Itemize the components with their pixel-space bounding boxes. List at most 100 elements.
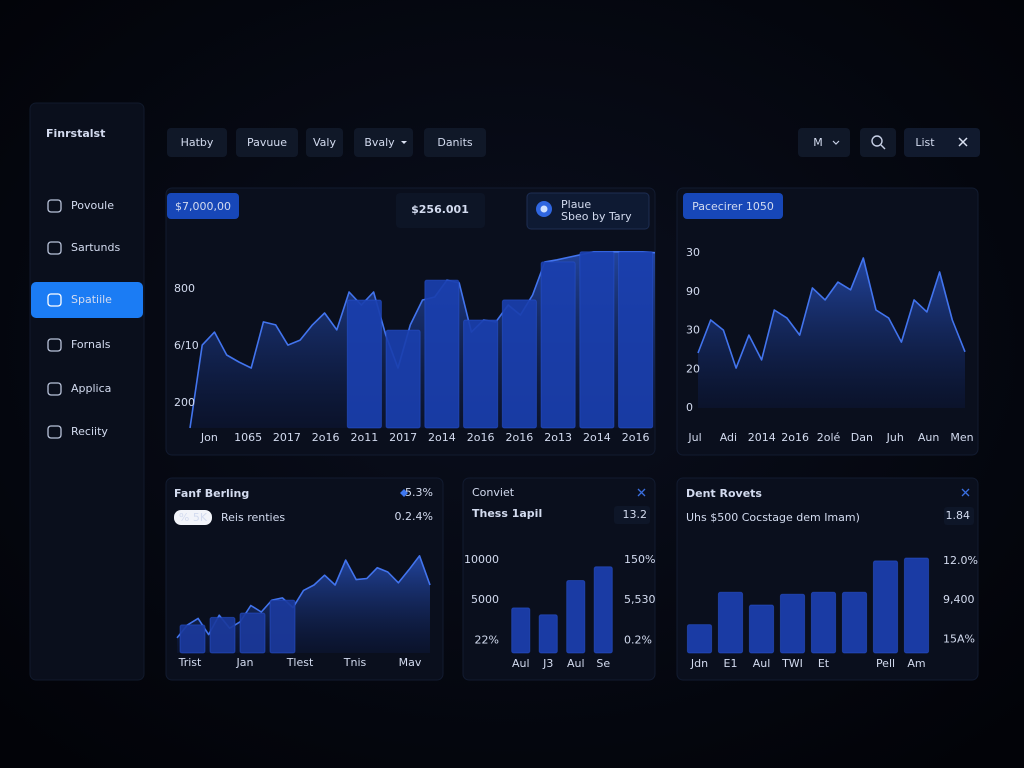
area bbox=[698, 258, 965, 408]
bar bbox=[903, 557, 930, 654]
bar bbox=[810, 591, 837, 654]
tab-label[interactable]: Hatby bbox=[181, 136, 214, 149]
x-tick-label: Am bbox=[907, 657, 925, 670]
bar bbox=[239, 612, 266, 654]
x-tick-label: Aul bbox=[753, 657, 771, 670]
bar bbox=[501, 299, 537, 429]
badge-label: Pacecirer 1050 bbox=[692, 200, 774, 213]
nav-item[interactable]: Fornals bbox=[71, 338, 111, 351]
x-tick-label: J3 bbox=[542, 657, 553, 670]
close-icon[interactable] bbox=[637, 488, 646, 497]
y-tick-label: 9,400 bbox=[943, 593, 975, 606]
stat-box bbox=[614, 506, 650, 524]
tab[interactable] bbox=[167, 128, 227, 157]
bar bbox=[209, 616, 236, 654]
nav-icon bbox=[47, 382, 62, 396]
y-tick-label: 200 bbox=[174, 396, 195, 409]
stat-icon bbox=[400, 489, 408, 497]
bar bbox=[346, 299, 382, 429]
nav-item[interactable]: Reciity bbox=[71, 425, 108, 438]
x-tick-label: Adi bbox=[720, 431, 737, 444]
panel-label: Conviet bbox=[472, 486, 515, 499]
panel-stat: 5.3% bbox=[405, 486, 433, 499]
x-tick-label: Se bbox=[596, 657, 610, 670]
x-tick-label: 2olé bbox=[817, 431, 841, 444]
legend-title: Plaue bbox=[561, 198, 591, 211]
tab-label[interactable]: Bvaly bbox=[364, 136, 395, 149]
y-tick-label: 6/10 bbox=[174, 339, 199, 352]
line bbox=[697, 257, 966, 369]
x-tick-label: Jan bbox=[236, 656, 254, 669]
x-tick-label: Men bbox=[950, 431, 973, 444]
nav-item[interactable]: Povoule bbox=[71, 199, 114, 212]
y-tick-label: 5,530 bbox=[624, 593, 656, 606]
panel-title: Thess 1apil bbox=[472, 507, 542, 520]
view-button[interactable] bbox=[904, 128, 980, 157]
x-tick-label: 2o11 bbox=[351, 431, 379, 444]
x-tick-label: Mav bbox=[399, 656, 422, 669]
nav-active bbox=[31, 282, 143, 318]
line bbox=[189, 251, 656, 429]
bar bbox=[385, 329, 421, 429]
view-label[interactable]: List bbox=[915, 136, 935, 149]
x-tick-label: Aun bbox=[918, 431, 939, 444]
bar bbox=[748, 604, 775, 654]
pill[interactable] bbox=[174, 510, 212, 525]
badge-label: $7,000,00 bbox=[175, 200, 231, 213]
y-tick-label: 30 bbox=[686, 246, 700, 259]
stat-box bbox=[944, 507, 974, 525]
x-tick-label: 2017 bbox=[273, 431, 301, 444]
x-tick-label: Et bbox=[818, 657, 830, 670]
search-button[interactable] bbox=[860, 128, 896, 157]
x-tick-label: Jon bbox=[200, 431, 218, 444]
panel-title: Dent Rovets bbox=[686, 487, 762, 500]
x-tick-label: 2017 bbox=[389, 431, 417, 444]
bar bbox=[540, 261, 576, 429]
user-button[interactable] bbox=[798, 128, 850, 157]
y-tick-label: 15A% bbox=[943, 632, 975, 645]
bar bbox=[779, 593, 806, 654]
panel-stat: 13.2 bbox=[623, 508, 648, 521]
x-tick-label: 2o13 bbox=[544, 431, 572, 444]
y-tick-label: 5000 bbox=[471, 593, 499, 606]
tab-label[interactable]: Pavuue bbox=[247, 136, 287, 149]
y-tick-label: 0.2% bbox=[624, 633, 652, 646]
nav-item[interactable]: Sartunds bbox=[71, 241, 120, 254]
user-label[interactable]: M bbox=[813, 136, 823, 149]
x-tick-label: 2o16 bbox=[622, 431, 650, 444]
panel-subtitle: Reis renties bbox=[221, 511, 285, 524]
bar bbox=[566, 579, 586, 654]
y-tick-label: 12.0% bbox=[943, 554, 978, 567]
x-tick-label: 2o16 bbox=[467, 431, 495, 444]
y-tick-label: 22% bbox=[475, 633, 499, 646]
tab-label[interactable]: Danits bbox=[437, 136, 473, 149]
nav-icon bbox=[47, 241, 62, 255]
nav-item[interactable]: Applica bbox=[71, 382, 111, 395]
x-tick-label: Aul bbox=[512, 657, 530, 670]
x-tick-label: Juh bbox=[886, 431, 904, 444]
x-tick-label: 2014 bbox=[748, 431, 776, 444]
tab-label[interactable]: Valy bbox=[313, 136, 336, 149]
close-icon[interactable] bbox=[961, 488, 970, 497]
x-tick-label: 2o14 bbox=[583, 431, 611, 444]
tab-caret bbox=[401, 141, 407, 144]
tab[interactable] bbox=[354, 128, 413, 157]
nav-icon bbox=[47, 293, 62, 307]
search-icon bbox=[871, 135, 883, 147]
x-tick-label: 2o16 bbox=[781, 431, 809, 444]
x-tick-label: 2o16 bbox=[312, 431, 340, 444]
x-tick-label: 1065 bbox=[234, 431, 262, 444]
bar bbox=[424, 279, 460, 429]
nav-icon bbox=[47, 199, 62, 213]
tab[interactable] bbox=[236, 128, 298, 157]
tab[interactable] bbox=[424, 128, 486, 157]
pill-label[interactable]: % 5K bbox=[179, 511, 208, 524]
y-tick-label: 30 bbox=[686, 324, 700, 337]
panel-subtitle: Uhs $500 Cocstage dem Imam) bbox=[686, 511, 860, 524]
nav-item[interactable]: Spatiile bbox=[71, 293, 112, 306]
close-icon bbox=[958, 137, 968, 147]
tab[interactable] bbox=[306, 128, 343, 157]
nav-icon bbox=[47, 338, 62, 352]
bar bbox=[579, 251, 615, 429]
